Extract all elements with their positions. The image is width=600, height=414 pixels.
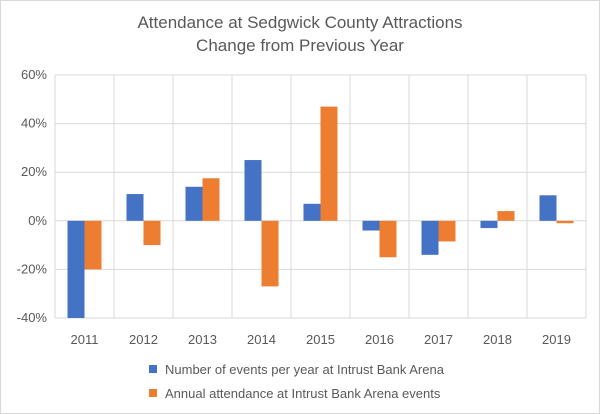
legend-swatch-events [149,365,157,373]
bar-events-2015 [303,203,321,221]
bar-attendance-2011 [84,220,102,270]
x-tick-label: 2012 [129,332,158,347]
bar-events-2017 [421,220,439,255]
y-tick-label: 20% [21,164,47,179]
legend-item-attendance: Annual attendance at Intrust Bank Arena … [149,381,444,405]
legend-swatch-attendance [149,389,157,397]
bar-events-2018 [480,220,498,229]
legend: Number of events per year at Intrust Ban… [149,357,444,405]
x-tick-label: 2017 [424,332,453,347]
chart-title: Attendance at Sedgwick County Attraction… [137,13,463,32]
x-tick-label: 2019 [542,332,571,347]
bar-attendance-2017 [438,220,456,242]
legend-label-attendance: Annual attendance at Intrust Bank Arena … [165,385,441,401]
bar-attendance-2015 [320,106,338,221]
y-tick-label: -40% [17,310,48,325]
bar-attendance-2013 [202,178,220,221]
x-tick-label: 2013 [188,332,217,347]
bar-events-2019 [539,195,557,221]
chart-subtitle: Change from Previous Year [196,36,404,55]
bar-attendance-2018 [497,211,515,221]
y-tick-label: -20% [17,261,48,276]
bar-events-2014 [244,160,262,221]
bars [67,106,574,318]
x-tick-label: 2011 [71,332,99,347]
legend-label-events: Number of events per year at Intrust Ban… [165,361,444,377]
chart-title-block: Attendance at Sedgwick County Attraction… [1,11,599,57]
bar-attendance-2016 [379,220,397,258]
x-tick-label: 2014 [247,332,276,347]
bar-events-2011 [67,220,85,318]
bar-attendance-2012 [143,220,161,246]
bar-events-2016 [362,220,380,231]
gridlines [54,74,587,319]
y-axis-labels: 60% 40% 20% 0% -20% -40% [17,67,48,325]
x-axis-labels: 2011 2012 2013 2014 2015 2016 2017 2018 2019 [71,332,571,347]
y-tick-label: 60% [21,67,47,82]
bar-attendance-2014 [261,220,279,287]
bar-events-2013 [185,186,203,221]
bar-events-2012 [126,194,144,221]
legend-item-events: Number of events per year at Intrust Ban… [149,357,444,381]
y-tick-label: 40% [21,116,47,131]
y-tick-label: 0% [28,213,47,228]
x-tick-label: 2016 [365,332,394,347]
bar-attendance-2019 [556,220,574,224]
x-tick-label: 2015 [306,332,335,347]
x-tick-label: 2018 [483,332,512,347]
